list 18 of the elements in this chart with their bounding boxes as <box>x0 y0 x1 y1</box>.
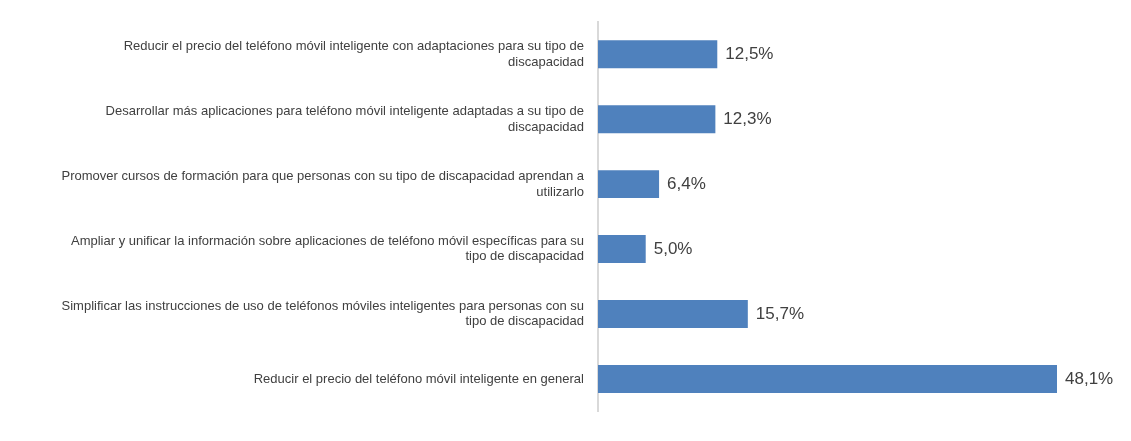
y-tick-label: Reducir el precio del teléfono móvil inteligente con adaptaciones para su tipo de discapacidad <box>123 38 584 69</box>
y-tick-label: Simplificar las instrucciones de uso de teléfonos móviles inteligentes para personas con su tipo de discapacidad <box>61 297 584 329</box>
bar <box>598 170 660 199</box>
y-tick-label: Desarrollar más aplicaciones para teléfono móvil inteligente adaptadas a su tipo de discapacidad <box>105 102 584 134</box>
bar <box>598 40 718 69</box>
data-label: 48,1% <box>1065 368 1114 388</box>
y-tick-label: Reducir el precio del teléfono móvil inteligente en general <box>253 370 585 386</box>
data-label: 15,7% <box>755 303 805 323</box>
data-label: 12,3% <box>723 108 772 128</box>
bar <box>598 235 646 264</box>
y-tick-label: Ampliar y unificar la información sobre aplicaciones de teléfono móvil específicas para su tipo de discapacidad <box>70 232 584 264</box>
data-label: 12,5% <box>725 43 774 63</box>
y-tick-label: Promover cursos de formación para que personas con su tipo de discapacidad aprendan a utilizarlo <box>61 167 585 199</box>
data-label: 5,0% <box>653 238 693 258</box>
bar <box>598 364 1057 393</box>
bar <box>598 300 748 328</box>
bar <box>598 105 716 134</box>
data-label: 6,4% <box>667 173 706 193</box>
